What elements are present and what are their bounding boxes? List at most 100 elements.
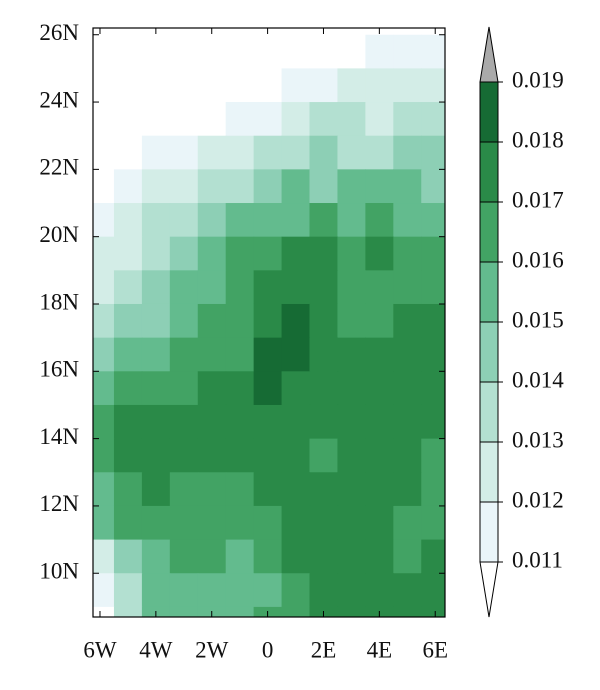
field-cell: [337, 404, 366, 440]
field-cell: [141, 438, 171, 473]
field-cell: [309, 505, 339, 541]
field-cell: [225, 539, 255, 574]
field-cell: [421, 102, 445, 137]
field-cell: [421, 203, 445, 238]
field-cell: [225, 236, 255, 271]
field-cell: [141, 135, 171, 170]
field-cell: [225, 169, 255, 204]
field-cell: [141, 472, 171, 507]
field-cell: [225, 606, 255, 617]
field-cell: [281, 505, 311, 541]
field-cell: [365, 236, 394, 271]
field-cell: [337, 472, 366, 507]
field-cell: [253, 573, 283, 608]
field-cell: [337, 371, 366, 406]
field-cell: [309, 203, 339, 238]
field-cell: [93, 135, 115, 170]
colorbar-tick-label: 0.018: [512, 127, 564, 152]
plot-frame: [92, 27, 446, 618]
field-cell: [393, 371, 422, 406]
field-cell: [113, 404, 143, 440]
field-cell: [113, 102, 143, 137]
colorbar-tick-label: 0.014: [512, 367, 564, 392]
field-cell: [253, 404, 283, 440]
field-cell: [225, 438, 255, 473]
field-cell: [309, 472, 339, 507]
field-cell: [253, 203, 283, 238]
colorbar-segment: [479, 201, 499, 263]
x-tick-label: 4E: [367, 637, 393, 662]
colorbar-tick-label: 0.011: [512, 547, 563, 572]
field-cell: [365, 573, 394, 608]
field-cell: [93, 404, 115, 440]
field-cell: [113, 371, 143, 406]
field-cell: [113, 68, 143, 103]
field-cell: [309, 169, 339, 204]
y-tick-label: 18N: [39, 289, 79, 314]
field-cell: [281, 135, 311, 170]
field-cell: [225, 337, 255, 372]
y-tick-label: 20N: [39, 222, 79, 247]
field-cell: [421, 337, 445, 372]
field-cell: [281, 573, 311, 608]
field-cell: [225, 135, 255, 170]
field-cell: [113, 270, 143, 305]
field-cell: [337, 438, 366, 473]
field-cell: [309, 68, 339, 103]
field-cell: [253, 505, 283, 541]
field-cell: [281, 203, 311, 238]
field-cell: [113, 606, 143, 617]
field-cell: [141, 539, 171, 574]
field-cell: [421, 169, 445, 204]
field-cell: [197, 303, 227, 339]
field-cell: [253, 135, 283, 170]
field-cell: [393, 68, 422, 103]
x-tick-label: 2E: [311, 637, 337, 662]
field-cell: [421, 303, 445, 339]
y-tick-label: 26N: [39, 20, 79, 45]
field-cell: [113, 135, 143, 170]
x-tick-label: 4W: [139, 637, 173, 662]
field-cell: [365, 270, 394, 305]
colorbar-tick-label: 0.016: [512, 247, 564, 272]
colorbar-tick-label: 0.017: [512, 187, 564, 212]
field-cell: [197, 438, 227, 473]
field-cell: [421, 34, 445, 69]
field-cell: [197, 169, 227, 204]
field-cell: [393, 169, 422, 204]
field-cell: [393, 438, 422, 473]
field-cell: [113, 573, 143, 608]
field-cell: [169, 303, 199, 339]
field-cell: [337, 573, 366, 608]
field-cell: [393, 270, 422, 305]
field-cell: [253, 438, 283, 473]
field-cell: [421, 135, 445, 170]
field-cell: [337, 505, 366, 541]
colorbar-tick-label: 0.019: [512, 67, 564, 92]
field-cell: [393, 337, 422, 372]
field-cell: [93, 270, 115, 305]
field-cell: [169, 236, 199, 271]
field-cell: [365, 472, 394, 507]
field-cell: [393, 203, 422, 238]
field-cell: [337, 606, 366, 617]
field-cell: [141, 34, 171, 69]
x-tick-label: 6W: [83, 637, 117, 662]
colorbar-segment: [479, 321, 499, 383]
field-cell: [93, 337, 115, 372]
field-cell: [337, 68, 366, 103]
field-cell: [93, 505, 115, 541]
field-cell: [93, 573, 115, 608]
field-cell: [197, 236, 227, 271]
field-cell: [365, 438, 394, 473]
field-cell: [169, 404, 199, 440]
field-cell: [337, 236, 366, 271]
field-cell: [197, 68, 227, 103]
field-cell: [281, 169, 311, 204]
field-cell: [421, 371, 445, 406]
field-cell: [197, 203, 227, 238]
field-cell: [365, 203, 394, 238]
field-cell: [169, 505, 199, 541]
field-cell: [253, 270, 283, 305]
field-cell: [281, 68, 311, 103]
